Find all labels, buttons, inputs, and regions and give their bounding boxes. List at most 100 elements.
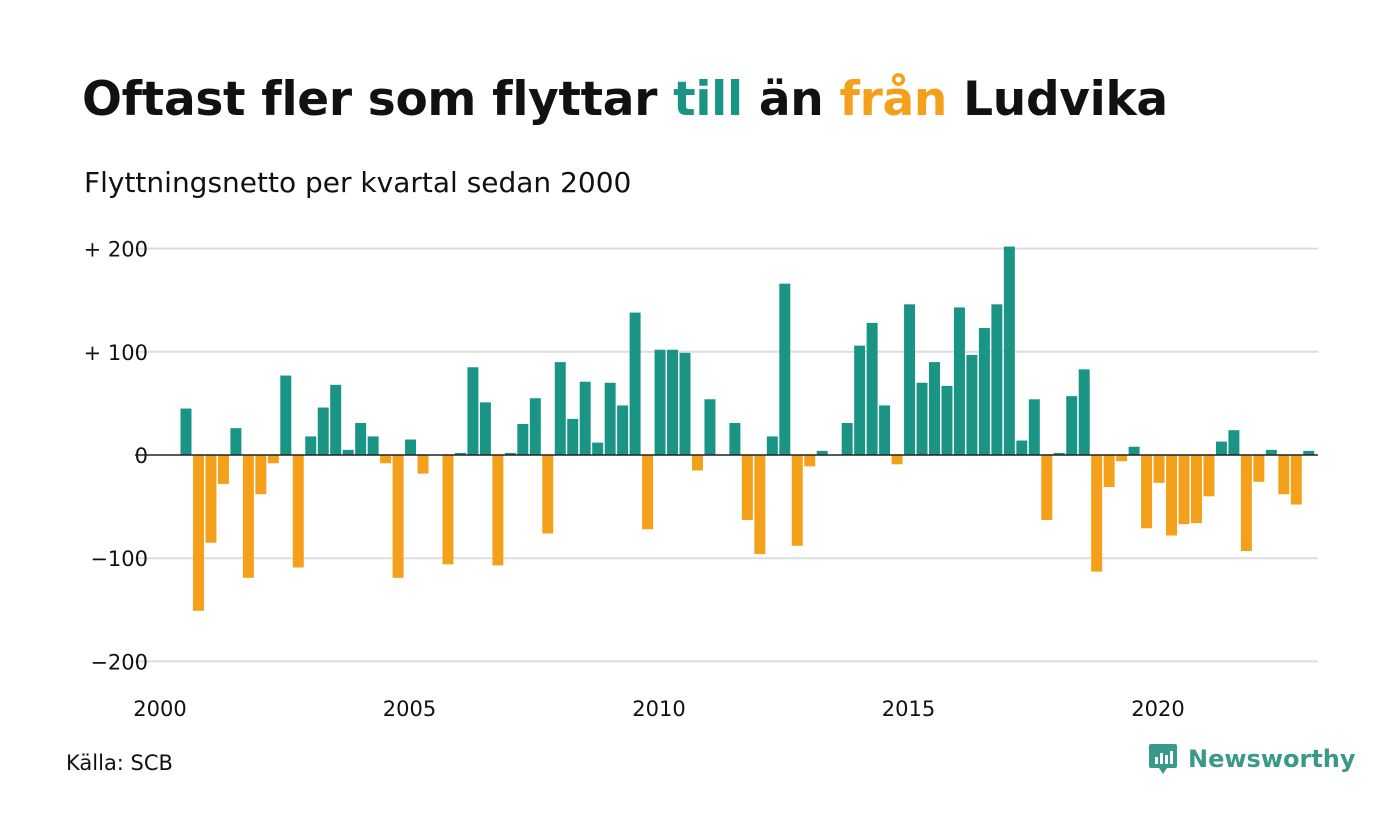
chart-title: Oftast fler som flyttar till än från Lud…	[82, 72, 1168, 127]
bar	[941, 385, 953, 455]
bar	[1166, 455, 1178, 536]
bar	[242, 455, 254, 578]
bar	[205, 455, 217, 543]
bar	[841, 423, 853, 455]
x-tick-label: 2020	[1131, 697, 1184, 721]
source-note: Källa: SCB	[66, 751, 173, 775]
y-tick-label: 0	[135, 444, 148, 468]
bar	[1141, 455, 1153, 529]
bar	[479, 402, 491, 455]
bar-chart: + 200 + 100 0 −100 −200 2000 2005 2010 2015 2020	[84, 238, 1318, 721]
bar	[255, 455, 267, 495]
bar	[504, 452, 516, 455]
bar	[816, 450, 828, 455]
bar	[766, 436, 778, 455]
bar	[280, 375, 292, 455]
bar	[1203, 455, 1215, 497]
y-tick-label: −200	[90, 650, 148, 674]
x-tick-label: 2015	[882, 697, 935, 721]
bar	[804, 455, 816, 467]
x-tick-label: 2000	[133, 697, 186, 721]
bar	[192, 455, 204, 611]
bar	[1116, 455, 1128, 462]
bar	[642, 455, 654, 530]
y-tick-label: + 100	[84, 341, 148, 365]
bar	[1190, 455, 1202, 524]
bar	[592, 442, 604, 455]
brand-name: Newsworthy	[1188, 745, 1356, 773]
bar	[953, 307, 965, 455]
bar	[405, 439, 417, 455]
bar	[991, 304, 1003, 455]
bar	[367, 436, 379, 455]
bar	[1066, 396, 1078, 455]
brand-logo: Newsworthy	[1148, 742, 1356, 776]
bar	[542, 455, 554, 534]
bar	[567, 418, 579, 455]
bar	[1103, 455, 1115, 487]
bar	[1028, 399, 1040, 455]
bar	[454, 452, 466, 455]
bar	[904, 304, 916, 455]
bar	[1178, 455, 1190, 525]
bar	[492, 455, 504, 566]
title-text-end: Ludvika	[947, 72, 1168, 127]
bar	[978, 328, 990, 455]
bar	[417, 455, 429, 474]
bar	[966, 354, 978, 455]
bar	[1278, 455, 1290, 495]
bar	[1290, 455, 1302, 505]
bar	[879, 405, 891, 455]
bar	[704, 399, 716, 455]
bar	[866, 322, 878, 455]
bar	[629, 312, 641, 455]
bar	[1265, 449, 1277, 455]
bar	[667, 349, 679, 455]
bar	[617, 405, 629, 455]
y-tick-label: + 200	[84, 238, 148, 262]
bar	[741, 455, 753, 521]
bar	[791, 455, 803, 546]
bar	[1153, 455, 1165, 483]
bar	[1078, 369, 1090, 455]
chart-subtitle: Flyttningsnetto per kvartal sedan 2000	[84, 166, 632, 199]
bar	[754, 455, 766, 555]
bar	[1003, 246, 1015, 455]
bar	[317, 407, 329, 455]
bar	[267, 455, 279, 464]
bar	[392, 455, 404, 578]
bar	[305, 436, 317, 455]
bar	[180, 408, 192, 455]
bar	[554, 362, 566, 455]
bar	[230, 428, 242, 455]
bar	[342, 449, 354, 455]
bar	[579, 381, 591, 455]
bar	[1128, 446, 1140, 455]
x-tick-label: 2005	[383, 697, 436, 721]
bar	[1253, 455, 1265, 482]
bar	[1240, 455, 1252, 551]
bar	[1228, 430, 1240, 455]
bar	[1215, 441, 1227, 455]
bar	[517, 424, 529, 455]
bar	[330, 384, 342, 455]
bar	[292, 455, 304, 568]
bar	[467, 367, 479, 455]
bar	[654, 349, 666, 455]
bar	[691, 455, 703, 471]
bar	[779, 283, 791, 455]
title-highlight-fran: från	[839, 72, 948, 127]
bar	[1053, 452, 1065, 455]
bar	[217, 455, 229, 484]
x-tick-label: 2010	[632, 697, 685, 721]
title-text: Oftast fler som flyttar	[82, 72, 674, 127]
bar	[1303, 450, 1315, 455]
bar	[355, 423, 367, 455]
bar	[380, 455, 392, 464]
bar	[1016, 440, 1028, 455]
bar	[891, 455, 903, 465]
bar	[442, 455, 454, 565]
bar	[929, 362, 940, 455]
bar	[916, 382, 928, 455]
bar	[854, 345, 866, 455]
